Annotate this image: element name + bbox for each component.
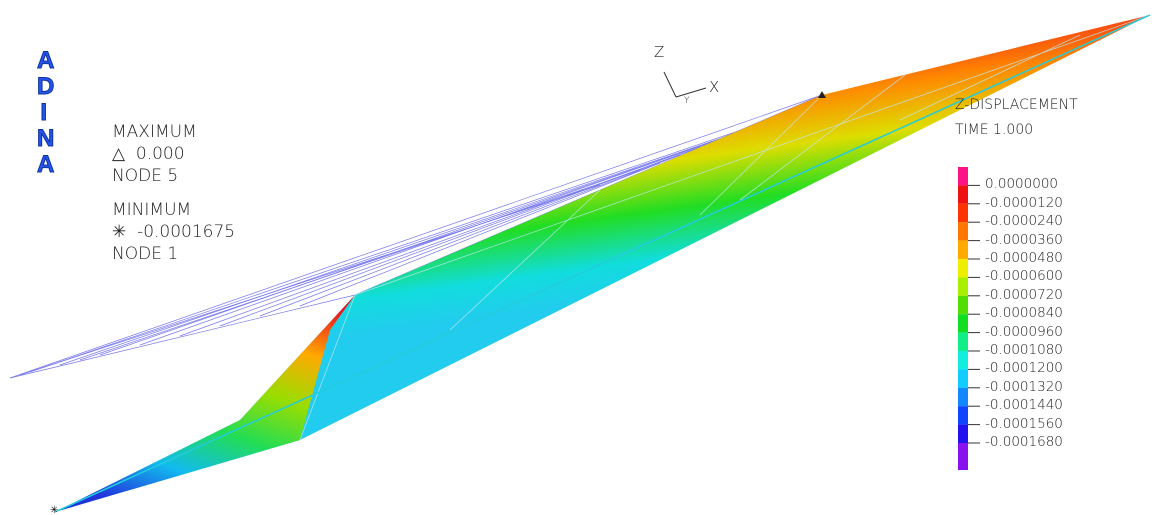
min-title: MINIMUM xyxy=(112,200,191,221)
max-symbol: △ xyxy=(112,144,125,164)
max-row: △ 0.000 xyxy=(112,144,185,165)
legend-label: -0.0000840 xyxy=(985,305,1063,321)
legend-label: -0.0000960 xyxy=(985,324,1063,340)
axis-z: Z xyxy=(654,42,664,63)
min-value: -0.0001675 xyxy=(137,222,235,242)
legend-label: -0.0000240 xyxy=(985,213,1063,229)
legend-label: -0.0001440 xyxy=(985,397,1063,413)
legend-label: -0.0000600 xyxy=(985,268,1063,284)
legend-label: -0.0001200 xyxy=(985,360,1063,376)
page: {"logo": "ADINA", "triad": {"z": "Z", "x… xyxy=(0,0,1156,515)
min-row: ✳ -0.0001675 xyxy=(112,222,235,243)
min-node: NODE 1 xyxy=(112,244,178,265)
axis-x: X xyxy=(709,77,719,98)
legend-title: Z-DISPLACEMENT xyxy=(955,97,1078,113)
logo: ADINA xyxy=(37,48,50,178)
legend-label: -0.0001560 xyxy=(985,416,1063,432)
legend-label: -0.0000360 xyxy=(985,232,1063,248)
min-symbol: ✳ xyxy=(112,222,126,242)
colorbar xyxy=(958,167,968,470)
legend-label: -0.0000120 xyxy=(985,195,1063,211)
legend-time: TIME 1.000 xyxy=(955,122,1033,138)
legend-label: -0.0000720 xyxy=(985,287,1063,303)
min-marker: ✳ xyxy=(50,505,58,515)
legend-label: -0.0000480 xyxy=(985,250,1063,266)
legend-label: -0.0001080 xyxy=(985,342,1063,358)
axis-y: Y xyxy=(684,91,690,112)
max-node: NODE 5 xyxy=(112,166,178,187)
legend-label: -0.0001680 xyxy=(985,434,1063,450)
max-value: 0.000 xyxy=(136,144,185,164)
max-title: MAXIMUM xyxy=(112,122,197,143)
legend-label: -0.0001320 xyxy=(985,379,1063,395)
legend-label: 0.0000000 xyxy=(985,176,1058,192)
